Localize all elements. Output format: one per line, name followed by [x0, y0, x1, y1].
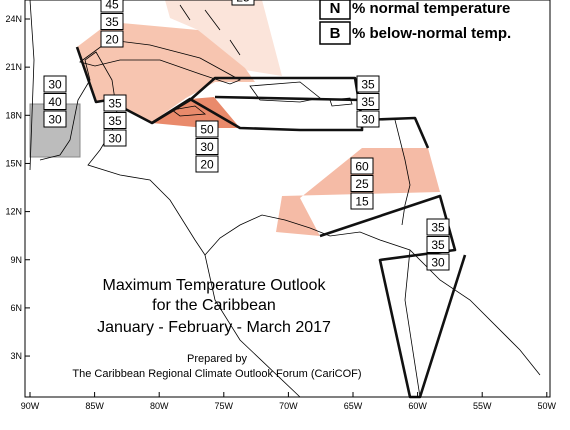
- probability-value: 35: [361, 78, 375, 92]
- probability-box: [426, 253, 450, 271]
- probability-box: [350, 157, 374, 175]
- probability-value: 50: [200, 123, 214, 137]
- jamaica-coast: [171, 105, 207, 117]
- probability-box: [100, 30, 124, 48]
- zone-bahamas: [165, 0, 282, 76]
- title-line: January - February - March 2017: [97, 319, 331, 336]
- lat-label: 21N: [5, 62, 22, 72]
- probability-value: 30: [431, 256, 445, 270]
- probability-box: [43, 75, 67, 93]
- lon-label: 70W: [279, 401, 298, 411]
- probability-value: 35: [431, 221, 445, 235]
- cuba-coast: [79, 39, 241, 85]
- mainland-coast: [29, 0, 541, 376]
- zone-jamaica: [152, 97, 240, 128]
- probability-box: [426, 218, 450, 236]
- title-line: for the Caribbean: [152, 297, 276, 314]
- legend-label: % normal temperature: [352, 0, 510, 17]
- probability-value: 60: [355, 160, 369, 174]
- probability-value: 35: [108, 97, 122, 111]
- lon-label: 55W: [473, 401, 492, 411]
- lat-label: 3N: [10, 351, 22, 361]
- probability-box: [100, 13, 124, 30]
- probability-value: 35: [105, 15, 119, 29]
- probability-box: [103, 94, 127, 112]
- probability-box: [356, 93, 380, 110]
- probability-box: [100, 0, 124, 13]
- lat-label: 24N: [5, 14, 22, 24]
- lat-label: 15N: [5, 158, 22, 168]
- probability-box: [356, 110, 380, 128]
- probability-box: [43, 110, 67, 128]
- probability-box: [43, 93, 67, 110]
- probability-box: [350, 192, 374, 210]
- outline-north: [75, 46, 430, 149]
- organization: The Caribbean Regional Climate Outlook F…: [72, 368, 361, 380]
- probability-value: 20: [200, 158, 214, 172]
- lat-label: 9N: [10, 255, 22, 265]
- lon-label: 50W: [538, 401, 557, 411]
- outline-jamaica: [151, 97, 364, 132]
- probability-value: 30: [108, 132, 122, 146]
- prepared-by: Prepared by: [187, 353, 247, 365]
- inland-border: [204, 249, 421, 398]
- lon-label: 75W: [215, 401, 234, 411]
- lon-label: 80W: [150, 401, 169, 411]
- lon-label: 65W: [344, 401, 363, 411]
- map-frame: [24, 0, 551, 398]
- probability-value: 35: [431, 238, 445, 252]
- probability-value: 30: [200, 140, 214, 154]
- islands-coast: [179, 4, 411, 226]
- probability-value: 30: [361, 113, 375, 127]
- lon-label: 90W: [21, 401, 40, 411]
- title-line: Maximum Temperature Outlook: [103, 277, 327, 294]
- legend-code: N: [330, 0, 341, 17]
- probability-box: [350, 175, 374, 192]
- lon-label: 85W: [85, 401, 104, 411]
- probability-value: 20: [105, 33, 119, 47]
- probability-box: [103, 129, 127, 147]
- probability-box: [356, 75, 380, 93]
- lon-label: 60W: [408, 401, 427, 411]
- legend-code: B: [330, 25, 341, 42]
- probability-box: [231, 0, 255, 6]
- legend-box: [319, 0, 351, 20]
- probability-box: [195, 138, 219, 155]
- probability-value: 35: [361, 95, 375, 109]
- outline-hispaniola: [214, 95, 363, 102]
- probability-box: [195, 155, 219, 173]
- probability-box: [426, 236, 450, 253]
- legend-box: [319, 21, 351, 45]
- probability-value: 35: [108, 114, 122, 128]
- lat-label: 18N: [5, 110, 22, 120]
- probability-box: [103, 112, 127, 129]
- legend-label: % below-normal temp.: [352, 25, 511, 42]
- probability-value: 25: [236, 0, 250, 5]
- probability-value: 25: [355, 177, 369, 191]
- lat-label: 12N: [5, 207, 22, 217]
- probability-value: 30: [48, 78, 62, 92]
- probability-value: 45: [105, 0, 119, 12]
- probability-box: [195, 120, 219, 138]
- probability-value: 40: [48, 95, 62, 109]
- lat-label: 6N: [10, 303, 22, 313]
- probability-value: 15: [355, 195, 369, 209]
- probability-value: 30: [48, 113, 62, 127]
